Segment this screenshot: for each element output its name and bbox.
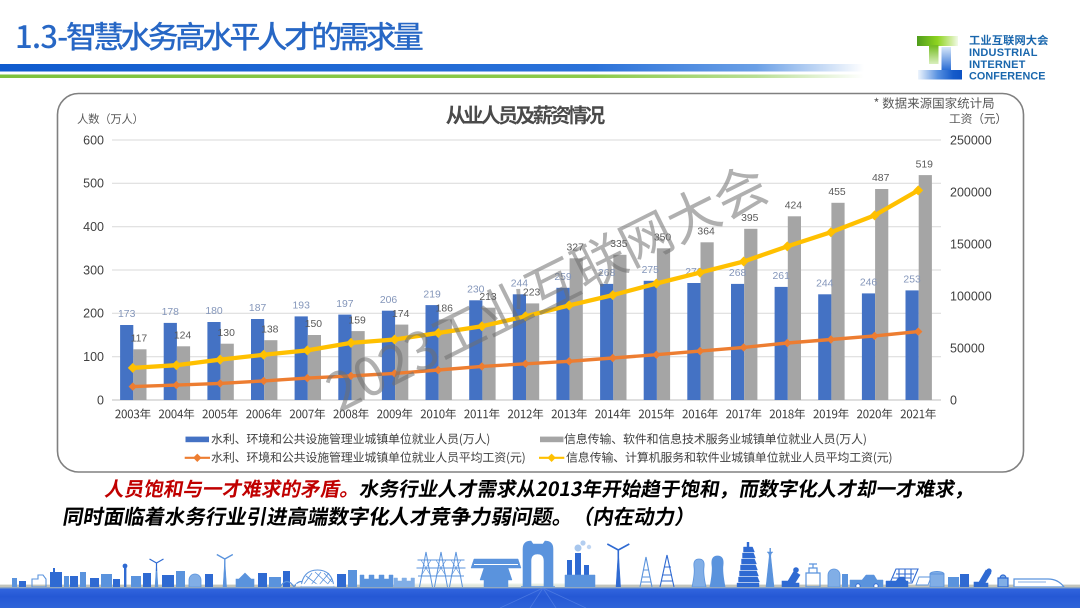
svg-text:INTERNET: INTERNET	[969, 59, 1026, 71]
svg-text:187: 187	[249, 303, 267, 314]
svg-text:130: 130	[218, 328, 236, 339]
svg-text:0: 0	[97, 393, 104, 407]
svg-text:327: 327	[567, 243, 585, 254]
svg-text:268: 268	[598, 268, 616, 279]
svg-text:600: 600	[83, 133, 104, 147]
svg-text:100: 100	[83, 350, 104, 364]
svg-text:100000: 100000	[950, 289, 992, 303]
svg-text:197: 197	[336, 299, 354, 310]
svg-text:400: 400	[83, 220, 104, 234]
svg-text:335: 335	[610, 239, 628, 250]
svg-text:206: 206	[380, 295, 398, 306]
svg-text:395: 395	[741, 213, 759, 224]
svg-text:424: 424	[785, 201, 803, 212]
svg-text:244: 244	[511, 279, 529, 290]
svg-text:261: 261	[773, 271, 791, 282]
svg-text:150000: 150000	[950, 237, 992, 251]
svg-text:500: 500	[83, 177, 104, 191]
svg-text:246: 246	[860, 278, 878, 289]
svg-text:178: 178	[162, 307, 180, 318]
svg-text:150: 150	[305, 319, 323, 330]
svg-text:138: 138	[261, 324, 279, 335]
svg-text:244: 244	[816, 279, 834, 290]
svg-text:519: 519	[916, 159, 934, 170]
svg-text:275: 275	[642, 265, 660, 276]
svg-text:200: 200	[83, 307, 104, 321]
svg-text:223: 223	[523, 288, 541, 299]
svg-text:117: 117	[131, 334, 148, 345]
svg-text:124: 124	[174, 331, 192, 342]
svg-text:350: 350	[654, 233, 672, 244]
svg-text:250000: 250000	[950, 133, 992, 147]
svg-text:300: 300	[83, 263, 104, 277]
svg-text:0: 0	[950, 393, 957, 407]
svg-text:200000: 200000	[950, 185, 992, 199]
svg-text:50000: 50000	[950, 341, 985, 355]
svg-text:455: 455	[828, 187, 846, 198]
svg-text:487: 487	[872, 173, 890, 184]
svg-text:253: 253	[903, 275, 921, 286]
svg-text:174: 174	[392, 309, 410, 320]
svg-text:173: 173	[118, 309, 136, 320]
svg-text:213: 213	[479, 292, 497, 303]
svg-text:230: 230	[467, 285, 485, 296]
svg-text:219: 219	[423, 289, 441, 300]
svg-text:268: 268	[729, 268, 747, 279]
svg-text:180: 180	[205, 306, 223, 317]
svg-text:159: 159	[348, 315, 366, 326]
svg-text:364: 364	[697, 227, 715, 238]
svg-text:CONFERENCE: CONFERENCE	[969, 71, 1046, 83]
svg-text:INDUSTRIAL: INDUSTRIAL	[969, 47, 1038, 59]
svg-text:186: 186	[436, 304, 454, 315]
svg-text:193: 193	[293, 301, 311, 312]
